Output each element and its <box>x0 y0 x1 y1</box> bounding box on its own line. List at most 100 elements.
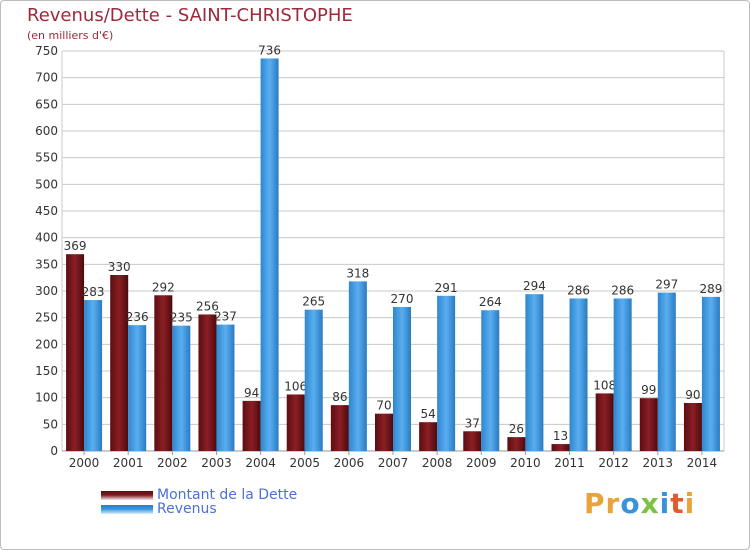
bar-revenus <box>260 58 279 451</box>
data-label-revenus: 318 <box>346 266 369 280</box>
y-tick-label: 400 <box>35 231 58 245</box>
bar-dette <box>154 295 173 451</box>
y-tick-label: 750 <box>35 44 58 58</box>
bar-revenus <box>525 294 544 451</box>
data-label-revenus: 264 <box>479 295 502 309</box>
x-tick-label: 2011 <box>554 456 585 470</box>
data-label-revenus: 736 <box>258 43 281 57</box>
bar-dette <box>330 405 349 451</box>
bar-dette <box>551 444 570 451</box>
x-tick-label: 2000 <box>69 456 100 470</box>
legend-label-dette: Montant de la Dette <box>157 487 298 503</box>
y-tick-label: 300 <box>35 284 58 298</box>
data-label-revenus: 283 <box>82 285 105 299</box>
bar-dette <box>463 431 482 451</box>
data-label-revenus: 235 <box>170 311 193 325</box>
x-tick-label: 2003 <box>201 456 232 470</box>
bar-dette <box>419 422 438 451</box>
y-tick-label: 0 <box>50 444 58 458</box>
logo-letter: r <box>605 487 621 520</box>
legend-label-revenus: Revenus <box>157 501 217 517</box>
bar-dette <box>286 394 305 451</box>
chart-subtitle: (en milliers d'€) <box>27 29 114 42</box>
data-label-revenus: 237 <box>214 310 237 324</box>
logo-letter: i <box>659 487 671 520</box>
legend-item-dette: Montant de la Dette <box>101 487 297 503</box>
x-tick-label: 2002 <box>157 456 188 470</box>
bar-revenus <box>84 300 103 451</box>
bar-revenus <box>569 298 588 451</box>
bar-dette <box>110 275 129 451</box>
data-label-dette: 13 <box>553 429 568 443</box>
y-tick-label: 150 <box>35 364 58 378</box>
bar-revenus <box>701 296 720 451</box>
bar-revenus <box>437 295 456 451</box>
logo-letter: i <box>684 487 696 520</box>
y-tick-label: 600 <box>35 124 58 138</box>
y-tick-label: 350 <box>35 257 58 271</box>
bar-dette <box>198 314 217 451</box>
data-label-dette: 99 <box>641 383 656 397</box>
data-label-revenus: 286 <box>567 283 590 297</box>
bar-dette <box>242 400 261 451</box>
data-label-dette: 54 <box>420 407 435 421</box>
bar-revenus <box>348 281 367 451</box>
bar-revenus <box>216 324 235 451</box>
y-tick-label: 50 <box>43 417 58 431</box>
logo-letter: x <box>640 487 660 520</box>
bar-revenus <box>481 310 500 451</box>
data-label-dette: 369 <box>64 239 87 253</box>
bar-dette <box>595 393 614 451</box>
bar-dette <box>375 413 393 451</box>
bar-revenus <box>128 325 147 451</box>
x-tick-label: 2007 <box>378 456 409 470</box>
y-tick-label: 500 <box>35 177 58 191</box>
y-tick-label: 200 <box>35 337 58 351</box>
logo-letter: P <box>584 487 606 520</box>
x-tick-label: 2004 <box>245 456 276 470</box>
data-label-revenus: 265 <box>302 295 325 309</box>
legend-swatch-dette <box>101 490 153 500</box>
y-tick-label: 550 <box>35 151 58 165</box>
legend-item-revenus: Revenus <box>101 501 217 517</box>
x-tick-label: 2009 <box>466 456 497 470</box>
chart-title: Revenus/Dette - SAINT-CHRISTOPHE <box>27 5 353 26</box>
bar-dette <box>639 398 658 451</box>
bar-revenus <box>657 292 676 451</box>
logo-letter: o <box>620 487 641 520</box>
data-label-revenus: 236 <box>126 310 149 324</box>
x-tick-label: 2008 <box>422 456 453 470</box>
bar-revenus <box>613 298 632 451</box>
x-tick-label: 2010 <box>510 456 541 470</box>
y-tick-label: 250 <box>35 311 58 325</box>
data-label-dette: 106 <box>284 379 307 393</box>
data-label-dette: 70 <box>376 399 391 413</box>
data-label-dette: 108 <box>593 378 616 392</box>
bar-dette <box>66 254 85 451</box>
bar-revenus <box>172 325 191 451</box>
y-tick-label: 100 <box>35 391 58 405</box>
x-tick-label: 2014 <box>687 456 718 470</box>
x-tick-label: 2006 <box>334 456 365 470</box>
data-label-revenus: 289 <box>699 282 722 296</box>
data-label-revenus: 294 <box>523 279 546 293</box>
data-label-revenus: 291 <box>435 281 458 295</box>
data-label-revenus: 270 <box>391 292 414 306</box>
x-tick-label: 2013 <box>643 456 674 470</box>
bar-dette <box>683 403 702 451</box>
bar-dette <box>507 437 526 451</box>
data-label-dette: 330 <box>108 260 131 274</box>
bar-revenus <box>393 307 411 451</box>
data-label-dette: 94 <box>244 386 259 400</box>
y-tick-label: 700 <box>35 71 58 85</box>
data-label-revenus: 286 <box>611 283 634 297</box>
bar-revenus <box>304 309 323 451</box>
y-tick-label: 450 <box>35 204 58 218</box>
legend-swatch-revenus <box>101 504 153 514</box>
data-label-revenus: 297 <box>655 278 678 292</box>
y-tick-label: 650 <box>35 97 58 111</box>
x-tick-label: 2001 <box>113 456 144 470</box>
logo-letter: t <box>670 487 685 520</box>
